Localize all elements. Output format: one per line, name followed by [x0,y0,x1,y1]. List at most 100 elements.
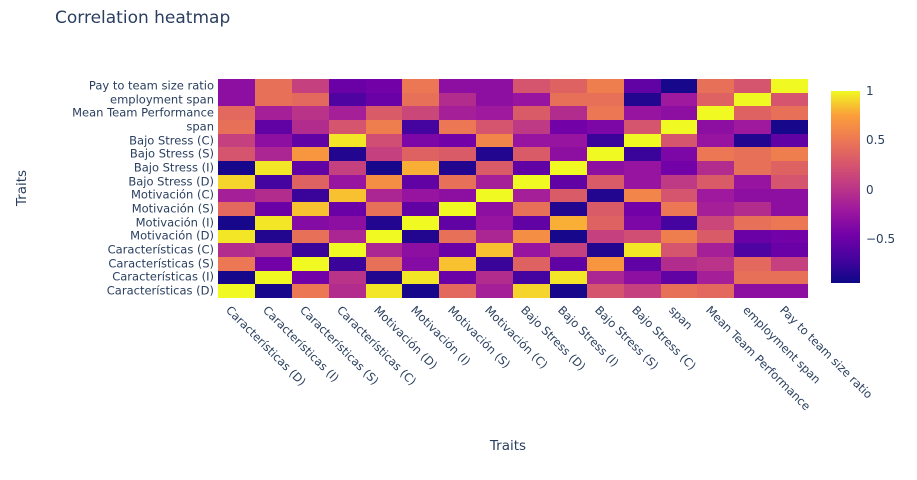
heatmap-cell [476,243,513,257]
heatmap-cell [439,106,477,121]
heatmap-cell [218,79,255,93]
heatmap-cell [697,284,735,298]
heatmap-cell [697,256,735,271]
y-tick-label: Características (S) [108,256,214,271]
heatmap-cell [476,215,513,230]
heatmap-cell [734,243,772,257]
heatmap-cell [402,133,440,148]
heatmap-cell [771,188,808,203]
heatmap-cell [660,256,698,271]
heatmap-cell [365,174,403,189]
heatmap-cell [771,161,808,175]
heatmap-cell [734,106,772,121]
heatmap-cell [697,133,735,148]
heatmap-cell [291,161,329,175]
heatmap-cell [513,161,550,175]
heatmap-cell [623,229,661,244]
heatmap-cell [254,79,292,93]
heatmap-cell [660,106,698,121]
heatmap-cell [328,284,366,298]
heatmap-cell [254,270,292,285]
heatmap-cell [328,270,366,285]
heatmap-cell [439,174,477,189]
heatmap-cell [623,256,661,271]
x-tick-label: Bajo Stress (C) [629,303,700,373]
heatmap-cell [254,256,292,271]
heatmap-cell [513,147,550,162]
heatmap-cell [697,106,735,121]
heatmap-cell [218,188,255,203]
heatmap-cell [476,147,513,162]
heatmap-cell [402,284,440,298]
heatmap-cell [402,174,440,189]
y-tick-label: employment span [110,92,214,107]
heatmap-cell [734,229,772,244]
heatmap-cell [328,161,366,175]
heatmap-cell [476,133,513,148]
heatmap-cell [623,202,661,216]
heatmap-cell [328,256,366,271]
y-axis-title: Traits [14,169,30,207]
heatmap-cell [660,270,698,285]
heatmap-cell [365,229,403,244]
heatmap-cell [549,256,587,271]
x-axis-title: Traits [489,438,527,454]
heatmap-cell [476,92,513,107]
heatmap-cell [439,229,477,244]
y-tick-label: Bajo Stress (I) [133,160,214,175]
heatmap-cell [402,188,440,203]
heatmap-cell [218,92,255,107]
heatmap-cell [476,202,513,216]
heatmap-cell [549,147,587,162]
heatmap-cell [439,79,477,93]
heatmap-cell [218,120,255,134]
y-tick-label: Motivación (C) [130,187,214,202]
heatmap-cell [771,106,808,121]
heatmap-cell [439,188,477,203]
heatmap-cell [623,215,661,230]
heatmap-cell [218,161,255,175]
y-tick-label: Mean Team Performance [72,105,214,120]
heatmap-cell [291,79,329,93]
heatmap-cell [291,188,329,203]
heatmap-cell [734,188,772,203]
heatmap-cell [771,284,808,298]
colorbar-gradient [831,91,860,283]
heatmap-cell [660,284,698,298]
heatmap-cell [254,174,292,189]
y-tick-label: Características (I) [112,269,214,284]
heatmap-cell [476,161,513,175]
heatmap-cell [365,188,403,203]
heatmap-cell [328,79,366,93]
heatmap-cell [291,106,329,121]
heatmap-cell [439,215,477,230]
heatmap-cell [476,120,513,134]
heatmap-cell [771,120,808,134]
heatmap-cell [328,120,366,134]
heatmap-cell [254,229,292,244]
heatmap-cell [734,120,772,134]
heatmap-cell [586,256,624,271]
heatmap-cell [402,106,440,121]
heatmap-cell [697,79,735,93]
heatmap-cell [513,243,550,257]
heatmap-cell [771,174,808,189]
y-tick-label: Bajo Stress (D) [128,174,214,189]
heatmap-cell [254,92,292,107]
heatmap-cell [623,188,661,203]
heatmap-plot-area[interactable] [218,79,808,298]
heatmap-cell [439,133,477,148]
heatmap-cell [586,147,624,162]
heatmap-cell [549,92,587,107]
heatmap-cell [291,120,329,134]
heatmap-cell [660,120,698,134]
heatmap-cell [660,92,698,107]
heatmap-cell [439,270,477,285]
heatmap-cell [660,202,698,216]
heatmap-cell [549,202,587,216]
heatmap-cell [291,202,329,216]
heatmap-cell [549,174,587,189]
x-tick-label: Bajo Stress (S) [592,303,662,373]
heatmap-cell [328,229,366,244]
heatmap-cell [586,243,624,257]
